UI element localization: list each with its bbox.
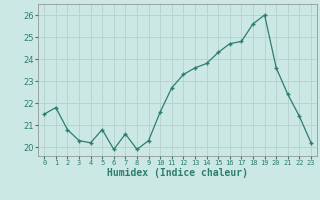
- X-axis label: Humidex (Indice chaleur): Humidex (Indice chaleur): [107, 168, 248, 178]
